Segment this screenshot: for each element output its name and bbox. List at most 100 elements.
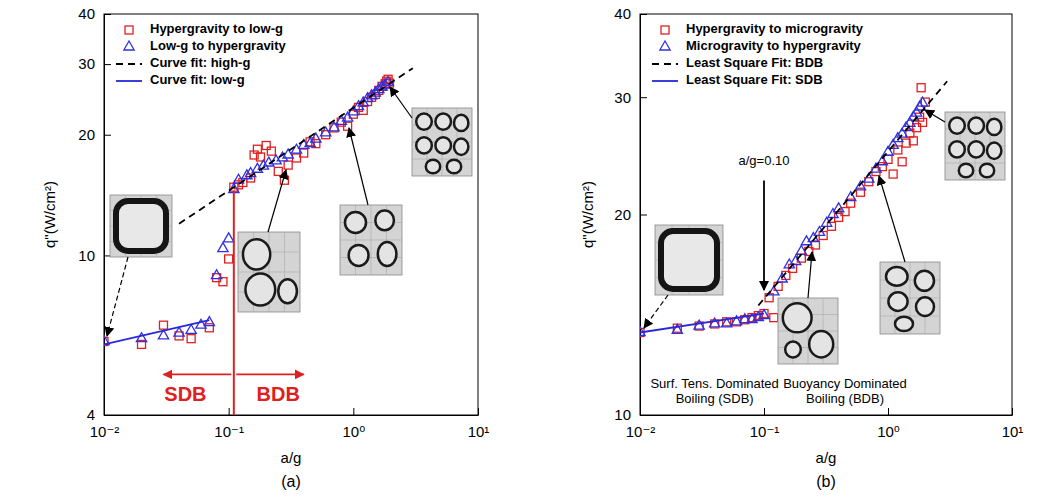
x-tick: 10⁰ <box>877 408 900 440</box>
legend-swatch <box>116 63 142 65</box>
inset-photo <box>238 232 300 312</box>
fit-line <box>179 68 413 223</box>
legend-label: Least Square Fit: BDB <box>686 55 823 70</box>
bubble <box>916 297 934 316</box>
x-tick-mark <box>478 408 479 415</box>
y-tick-mark <box>104 14 111 15</box>
photo-pointer <box>808 252 812 298</box>
bubble <box>785 342 801 358</box>
y-tick-label: 30 <box>614 89 631 106</box>
photo-background <box>110 195 172 257</box>
photo-pointer <box>879 176 905 262</box>
annotation-text: SDB <box>164 384 206 406</box>
fit-line <box>640 314 764 333</box>
data-point <box>284 161 292 169</box>
photo-background <box>945 112 1005 180</box>
inset-photo <box>110 195 172 257</box>
fit-line <box>104 320 209 344</box>
photo-grid <box>880 316 940 317</box>
annotation-text: BDB <box>257 384 300 406</box>
y-tick-label: 40 <box>78 5 95 22</box>
x-tick: 10¹ <box>1002 408 1024 440</box>
photo-pointer <box>349 128 368 205</box>
annotation-text: Buoyancy DominatedBoiling (BDB) <box>783 376 907 406</box>
x-axis-title: a/g <box>281 449 302 466</box>
y-tick-mark <box>640 415 647 416</box>
bubble <box>416 113 432 129</box>
data-point <box>218 243 228 252</box>
x-tick: 10⁻¹ <box>214 408 244 440</box>
inset-photos <box>644 110 1005 364</box>
bubble <box>661 231 717 289</box>
plot-frame <box>104 14 478 415</box>
bubble <box>987 119 1001 135</box>
x-tick-label: 10⁻¹ <box>214 423 244 440</box>
bubble <box>435 113 451 129</box>
legend-label: Hypergravity to microgravity <box>686 21 864 36</box>
bubble <box>968 141 984 157</box>
x-tick-label: 10⁰ <box>342 423 365 440</box>
data-point <box>821 217 831 226</box>
photo-background <box>778 298 838 364</box>
y-tick-mark <box>640 97 647 98</box>
x-tick: 10⁻¹ <box>750 408 780 440</box>
y-tick: 20 <box>78 126 111 143</box>
legend-label: Hypergravity to low-g <box>150 21 283 36</box>
y-tick-label: 20 <box>614 206 631 223</box>
bubble <box>959 164 973 178</box>
y-tick: 40 <box>78 5 111 22</box>
legend-swatch <box>125 26 133 34</box>
legend-swatch <box>661 26 669 34</box>
text-line: SDB <box>164 384 206 406</box>
legend-swatch <box>660 41 670 50</box>
x-tick-label: 10⁻² <box>626 423 656 440</box>
data-point <box>159 321 167 329</box>
fit-line <box>758 81 947 305</box>
data-point <box>274 167 282 175</box>
x-axis-line <box>641 415 1013 416</box>
legend-label: Curve fit: low-g <box>150 72 245 87</box>
x-tick-label: 10¹ <box>468 423 490 440</box>
annotation-arrow <box>236 374 303 376</box>
data-point <box>770 314 778 322</box>
annotation-text: a/g=0.10 <box>739 153 790 168</box>
y-axis-title: q"(W/cm²) <box>579 181 596 248</box>
bubble <box>949 117 965 133</box>
text-line: Boiling (BDB) <box>806 391 884 406</box>
photo-pointer <box>390 87 412 118</box>
legend-label: Curve fit: high-g <box>150 55 250 70</box>
x-axis: 10⁻² 10⁻¹ 10⁰ 10¹ <box>626 408 1024 440</box>
y-tick-label: 4 <box>87 406 95 423</box>
x-tick-mark <box>764 408 765 415</box>
bubble <box>416 137 432 153</box>
data-point <box>225 255 233 263</box>
bubble <box>116 201 166 251</box>
x-tick: 10⁰ <box>342 408 365 440</box>
bubble <box>987 143 1001 159</box>
data-point <box>911 107 921 116</box>
bubble <box>949 141 965 157</box>
annotation-line <box>233 191 235 415</box>
legend-swatch <box>116 80 142 82</box>
x-tick-mark <box>353 408 354 415</box>
y-tick-label: 10 <box>78 247 95 264</box>
inset-photo <box>880 262 940 334</box>
y-tick-mark <box>104 64 111 65</box>
data-point <box>769 286 779 295</box>
bubble <box>454 115 468 131</box>
inset-photo <box>340 205 402 275</box>
legend-swatch <box>652 80 678 82</box>
legend-swatch <box>124 41 134 50</box>
x-tick-label: 10⁻² <box>90 423 120 440</box>
bubble <box>278 279 297 303</box>
y-axis: 410203040 <box>78 5 111 423</box>
panel-title: (b) <box>816 473 836 490</box>
bubble <box>426 160 440 174</box>
bubble <box>809 331 833 357</box>
inset-photo <box>655 225 723 295</box>
bubble <box>243 239 270 269</box>
inset-photo <box>778 298 838 364</box>
data-point <box>884 155 892 163</box>
annotation-arrow <box>163 374 231 376</box>
annotation-text: Surf. Tens. DominatedBoiling (SDB) <box>650 376 778 406</box>
